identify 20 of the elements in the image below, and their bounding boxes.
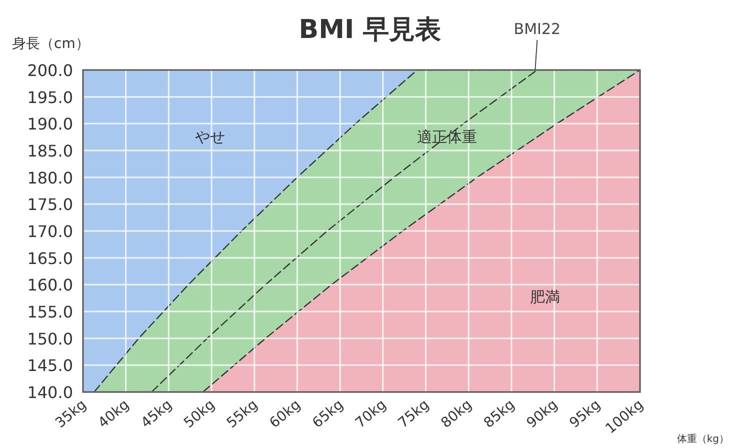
y-tick-label: 140.0 (27, 383, 73, 402)
y-tick-label: 150.0 (27, 329, 73, 348)
y-tick-label: 155.0 (27, 302, 73, 322)
y-tick-label: 160.0 (27, 276, 73, 295)
y-tick-label: 175.0 (27, 195, 73, 214)
y-tick-label: 190.0 (27, 114, 73, 134)
y-tick-label: 165.0 (27, 248, 73, 268)
y-tick-label: 195.0 (27, 88, 73, 107)
x-axis-title: 体重（kg） (676, 433, 729, 445)
y-tick-label: 200.0 (27, 61, 73, 80)
annotation: 肥満 (530, 288, 560, 306)
annotation: BMI22 (514, 20, 561, 38)
chart-title: BMI 早見表 (298, 15, 442, 45)
annotation: やせ (195, 128, 225, 146)
y-tick-label: 145.0 (27, 356, 73, 376)
y-tick-label: 170.0 (27, 222, 73, 241)
y-tick-label: 185.0 (27, 142, 73, 160)
y-tick-label: 180.0 (27, 168, 73, 188)
y-axis-title: 身長（cm） (12, 36, 90, 52)
annotation: 適正体重 (417, 128, 477, 146)
